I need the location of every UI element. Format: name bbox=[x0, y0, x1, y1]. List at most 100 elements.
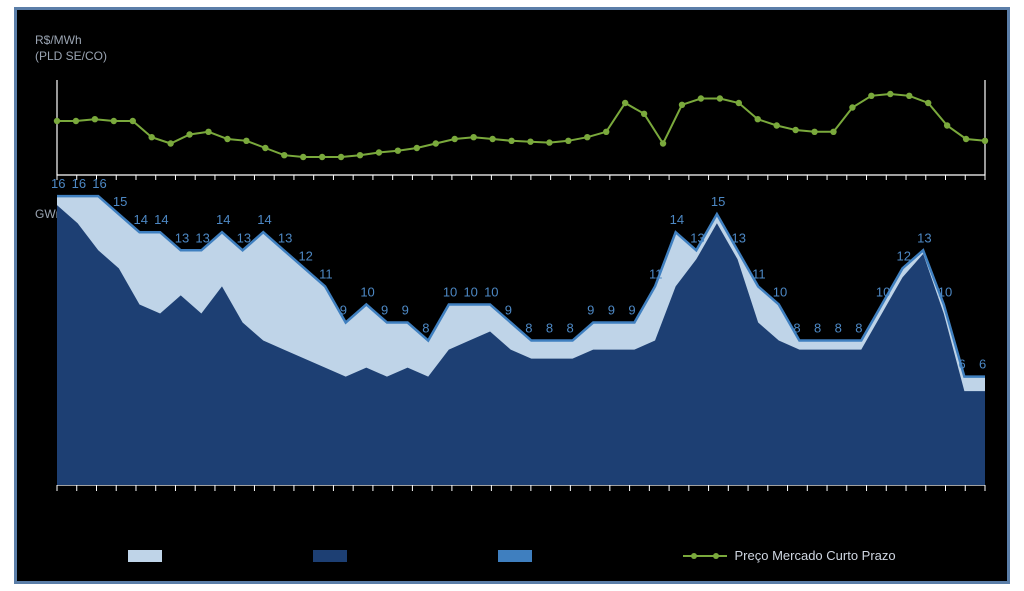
value-label: 8 bbox=[422, 321, 429, 336]
price-point bbox=[111, 118, 117, 124]
value-label: 11 bbox=[649, 266, 663, 281]
value-label: 16 bbox=[92, 176, 106, 191]
price-point bbox=[376, 149, 382, 155]
legend-line-icon bbox=[683, 555, 727, 557]
price-point bbox=[433, 140, 439, 146]
price-point bbox=[811, 129, 817, 135]
legend-item: Preço Mercado Curto Prazo bbox=[683, 548, 896, 563]
legend-label: Preço Mercado Curto Prazo bbox=[735, 548, 896, 563]
value-label: 10 bbox=[360, 284, 374, 299]
value-label: 16 bbox=[51, 176, 65, 191]
value-label: 8 bbox=[855, 321, 862, 336]
price-point bbox=[92, 116, 98, 122]
value-label: 8 bbox=[835, 321, 842, 336]
value-label: 9 bbox=[340, 303, 347, 318]
value-label: 13 bbox=[237, 230, 251, 245]
price-point bbox=[906, 93, 912, 99]
value-label: 10 bbox=[443, 284, 457, 299]
price-point bbox=[736, 100, 742, 106]
price-point bbox=[925, 100, 931, 106]
price-point bbox=[148, 134, 154, 140]
price-line bbox=[57, 94, 985, 157]
price-point bbox=[489, 136, 495, 142]
value-label: 14 bbox=[257, 212, 271, 227]
value-label: 16 bbox=[72, 176, 86, 191]
price-point bbox=[717, 95, 723, 101]
price-point bbox=[262, 145, 268, 151]
value-label: 8 bbox=[546, 321, 553, 336]
legend-item bbox=[128, 550, 170, 562]
price-point bbox=[584, 134, 590, 140]
price-point bbox=[868, 93, 874, 99]
price-point bbox=[186, 131, 192, 137]
value-label: 14 bbox=[154, 212, 168, 227]
legend-swatch bbox=[313, 550, 347, 562]
price-point bbox=[395, 148, 401, 154]
price-point bbox=[622, 100, 628, 106]
value-label: 13 bbox=[278, 230, 292, 245]
value-label: 9 bbox=[608, 303, 615, 318]
price-point bbox=[755, 116, 761, 122]
price-point bbox=[167, 140, 173, 146]
value-label: 9 bbox=[402, 303, 409, 318]
top-ylabel-2: (PLD SE/CO) bbox=[35, 49, 107, 63]
legend-swatch bbox=[498, 550, 532, 562]
price-point bbox=[357, 152, 363, 158]
value-label: 13 bbox=[175, 230, 189, 245]
price-point bbox=[603, 129, 609, 135]
chart-svg: R$/MWh(PLD SE/CO)GWm16161615141413131413… bbox=[17, 10, 1007, 581]
price-point bbox=[887, 91, 893, 97]
price-point bbox=[963, 136, 969, 142]
price-point bbox=[54, 118, 60, 124]
legend-item bbox=[313, 550, 355, 562]
legend-item bbox=[498, 550, 540, 562]
price-point bbox=[224, 136, 230, 142]
value-label: 6 bbox=[979, 357, 986, 372]
value-label: 10 bbox=[876, 284, 890, 299]
value-label: 9 bbox=[587, 303, 594, 318]
value-label: 10 bbox=[463, 284, 477, 299]
price-point bbox=[205, 129, 211, 135]
value-label: 12 bbox=[298, 248, 312, 263]
price-point bbox=[414, 145, 420, 151]
price-point bbox=[660, 140, 666, 146]
value-label: 13 bbox=[195, 230, 209, 245]
price-point bbox=[243, 138, 249, 144]
value-label: 13 bbox=[690, 230, 704, 245]
value-label: 8 bbox=[814, 321, 821, 336]
value-label: 10 bbox=[484, 284, 498, 299]
price-point bbox=[73, 118, 79, 124]
top-ylabel-1: R$/MWh bbox=[35, 33, 82, 47]
value-label: 8 bbox=[525, 321, 532, 336]
price-point bbox=[319, 154, 325, 160]
value-label: 8 bbox=[793, 321, 800, 336]
legend: Preço Mercado Curto Prazo bbox=[17, 548, 1007, 563]
value-label: 15 bbox=[113, 194, 127, 209]
value-label: 13 bbox=[732, 230, 746, 245]
value-label: 11 bbox=[319, 266, 333, 281]
value-label: 14 bbox=[670, 212, 684, 227]
price-point bbox=[773, 122, 779, 128]
value-label: 9 bbox=[628, 303, 635, 318]
value-label: 12 bbox=[897, 248, 911, 263]
price-point bbox=[982, 138, 988, 144]
price-point bbox=[470, 134, 476, 140]
price-point bbox=[527, 139, 533, 145]
price-point bbox=[300, 154, 306, 160]
price-point bbox=[452, 136, 458, 142]
legend-swatch bbox=[128, 550, 162, 562]
price-point bbox=[698, 95, 704, 101]
value-label: 14 bbox=[216, 212, 230, 227]
price-point bbox=[641, 111, 647, 117]
value-label: 10 bbox=[773, 284, 787, 299]
value-label: 9 bbox=[381, 303, 388, 318]
value-label: 11 bbox=[752, 266, 766, 281]
value-label: 6 bbox=[958, 357, 965, 372]
value-label: 15 bbox=[711, 194, 725, 209]
value-label: 8 bbox=[567, 321, 574, 336]
price-point bbox=[565, 138, 571, 144]
price-point bbox=[830, 129, 836, 135]
price-point bbox=[338, 154, 344, 160]
value-label: 14 bbox=[133, 212, 147, 227]
price-point bbox=[792, 127, 798, 133]
